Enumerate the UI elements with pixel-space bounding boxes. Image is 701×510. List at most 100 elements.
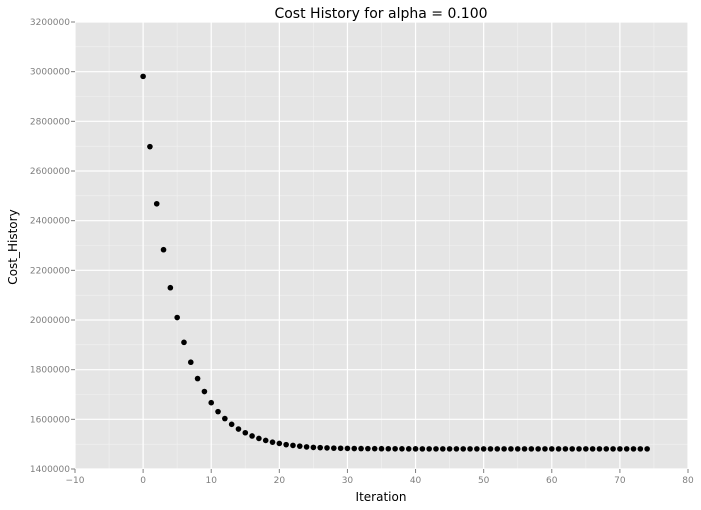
data-point (222, 415, 228, 422)
data-point (208, 399, 215, 406)
data-point (528, 446, 535, 452)
data-point (487, 446, 494, 452)
x-tick-label: 40 (410, 476, 422, 486)
y-tick-label: 1600000 (30, 415, 70, 425)
x-tick-label: 20 (274, 476, 286, 486)
data-point (344, 445, 351, 452)
data-point (446, 446, 453, 452)
data-point (296, 443, 303, 449)
data-point (399, 446, 405, 452)
y-tick-label: 2000000 (30, 316, 70, 326)
minor-grid (75, 22, 688, 469)
x-tick-label: 80 (682, 476, 694, 486)
data-point (249, 433, 255, 439)
data-point (514, 446, 521, 452)
data-point (494, 446, 501, 452)
data-point (385, 445, 392, 452)
data-point (405, 446, 412, 452)
data-point (542, 446, 548, 452)
y-tick-label: 2800000 (30, 117, 70, 127)
data-point (235, 426, 242, 432)
x-axis-ticks: −10 0 10 20 30 40 50 60 70 80 (66, 469, 694, 486)
data-point (201, 388, 208, 395)
data-point (276, 440, 283, 447)
x-tick-label: 60 (546, 476, 558, 486)
data-point (140, 73, 146, 80)
data-point (174, 314, 180, 321)
data-point (596, 446, 603, 452)
data-point (337, 445, 344, 452)
data-point (617, 446, 623, 452)
data-point (460, 446, 467, 452)
data-point (153, 200, 160, 207)
data-point (181, 339, 187, 346)
x-tick-label: −10 (66, 476, 85, 486)
x-tick-label: 30 (342, 476, 354, 486)
data-point (378, 445, 385, 452)
data-point (269, 439, 276, 445)
data-point (256, 435, 262, 442)
data-point (215, 408, 221, 415)
data-point (637, 446, 644, 452)
y-tick-label: 2400000 (30, 217, 70, 227)
major-grid (74, 21, 689, 470)
data-point (433, 446, 439, 452)
data-point (147, 143, 153, 150)
y-tick-label: 2600000 (30, 167, 70, 177)
data-point (242, 429, 249, 436)
x-tick-label: 10 (205, 476, 217, 486)
y-tick-label: 1400000 (30, 465, 70, 475)
data-point (501, 446, 507, 452)
x-axis-title: Iteration (356, 490, 407, 504)
data-point (358, 445, 364, 452)
data-point (365, 445, 371, 452)
data-point (508, 446, 514, 452)
data-point (392, 445, 398, 452)
data-point (480, 446, 487, 452)
data-point (576, 446, 582, 452)
data-point (351, 445, 358, 452)
data-point (630, 446, 637, 452)
data-point (440, 446, 446, 452)
data-point (535, 446, 541, 452)
y-tick-label: 3000000 (30, 68, 70, 78)
data-point (324, 445, 330, 451)
data-point (310, 444, 317, 451)
data-point (426, 446, 432, 452)
data-point (290, 442, 296, 449)
data-point (317, 444, 324, 451)
data-point (283, 441, 289, 448)
y-axis-title: Cost_History (6, 209, 20, 284)
y-tick-label: 1800000 (30, 366, 70, 376)
data-point (419, 446, 426, 452)
y-axis-ticks: 1400000 1600000 1800000 2000000 2200000 24000… (30, 18, 75, 475)
data-point (623, 446, 630, 452)
data-point (331, 445, 337, 451)
data-point (610, 446, 616, 452)
data-point (187, 359, 194, 366)
data-point (194, 375, 201, 382)
data-point (589, 446, 596, 452)
data-point (569, 446, 576, 452)
data-point (467, 446, 473, 452)
x-tick-label: 0 (140, 476, 146, 486)
y-tick-label: 3200000 (30, 18, 70, 28)
data-point (555, 446, 562, 452)
data-point (160, 246, 167, 253)
data-point (583, 446, 589, 452)
x-tick-label: 70 (614, 476, 626, 486)
data-point (303, 444, 310, 450)
data-point (644, 446, 650, 452)
data-point (371, 445, 378, 452)
data-point (603, 446, 610, 452)
data-point (412, 446, 419, 452)
data-point (562, 446, 569, 452)
data-points (140, 73, 650, 452)
data-point (521, 446, 528, 452)
chart-title: Cost History for alpha = 0.100 (274, 6, 487, 22)
data-point (453, 446, 460, 452)
data-point (548, 446, 555, 452)
data-point (167, 284, 174, 291)
y-tick-label: 2200000 (30, 266, 70, 276)
